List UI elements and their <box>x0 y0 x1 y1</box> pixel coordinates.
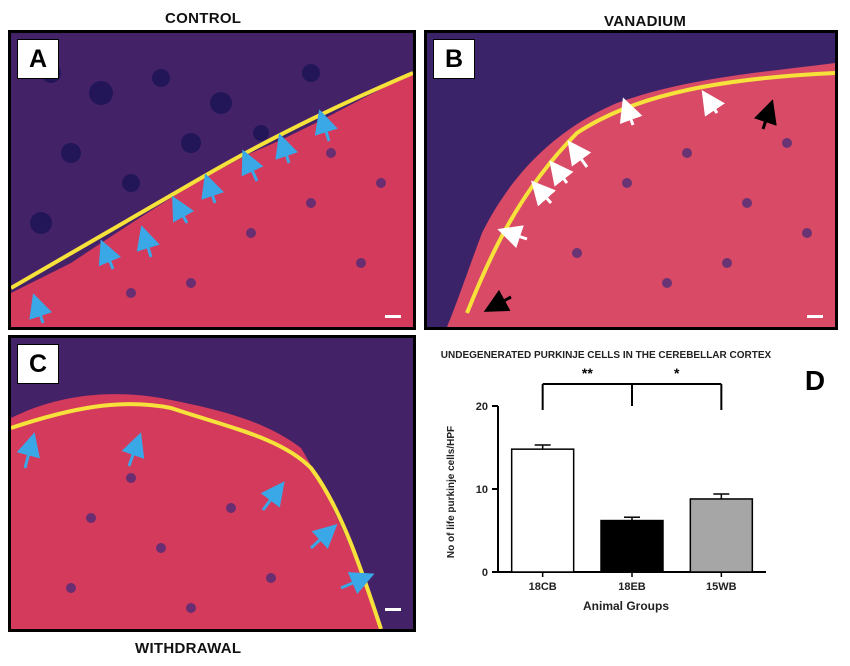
bar-18EB <box>600 519 664 573</box>
panel-label-d: D <box>805 365 825 396</box>
panel-title-control: CONTROL <box>165 10 242 27</box>
significance-marker-1: ** <box>582 365 593 381</box>
y-tick-label: 20 <box>476 401 488 413</box>
panel-label-b: B <box>433 39 475 79</box>
micrograph-c-image <box>11 338 413 629</box>
micrograph-panel-c: C <box>8 335 416 632</box>
micrograph-a-image <box>11 33 413 327</box>
panel-title-vanadium: VANADIUM <box>604 13 687 30</box>
bar-chart-panel-d: UNDEGENERATED PURKINJE CELLS IN THE CERE… <box>441 350 825 613</box>
y-tick-label: 10 <box>476 484 488 496</box>
panel-label-c: C <box>17 344 59 384</box>
x-tick-label-18EB: 18EB <box>618 581 646 593</box>
bar-15WB <box>689 498 754 573</box>
micrograph-panel-a: A <box>8 30 416 330</box>
y-axis-label: No of life purkinje cells/HPF <box>446 426 457 558</box>
bar-18CB <box>510 448 575 573</box>
significance-marker-2: * <box>674 365 680 381</box>
x-axis-label: Animal Groups <box>583 599 669 613</box>
y-tick-label: 0 <box>482 567 488 579</box>
panel-label-a: A <box>17 39 59 79</box>
chart-title: UNDEGENERATED PURKINJE CELLS IN THE CERE… <box>441 350 772 361</box>
micrograph-b-image <box>427 33 835 327</box>
x-tick-label-15WB: 15WB <box>706 581 737 593</box>
micrograph-panel-b: B <box>424 30 838 330</box>
x-tick-label-18CB: 18CB <box>529 581 557 593</box>
panel-title-withdrawal: WITHDRAWAL <box>135 640 242 657</box>
